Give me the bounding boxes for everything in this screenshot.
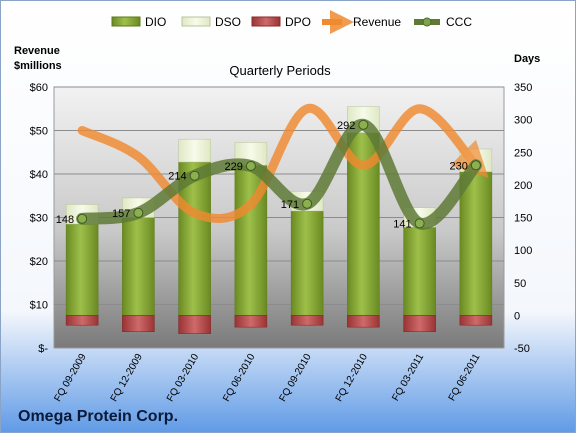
revenue-series xyxy=(77,104,489,224)
ccc-data-label: 141 xyxy=(393,218,411,230)
right-tick-label: 0 xyxy=(514,310,520,322)
left-tick-label: $30 xyxy=(30,213,48,225)
bar-dpo xyxy=(65,315,99,326)
legend-swatch-dso xyxy=(181,16,211,27)
legend-swatch-dio xyxy=(111,16,141,27)
ccc-point xyxy=(133,207,144,218)
bar-dpo xyxy=(403,315,436,332)
left-tick-label: $60 xyxy=(30,82,48,94)
right-tick-label: 100 xyxy=(514,245,532,257)
right-tick-label: 150 xyxy=(514,213,532,225)
left-tick-label: $20 xyxy=(30,256,48,268)
bar-dpo xyxy=(234,315,268,328)
bar-dpo xyxy=(347,315,380,328)
legend-item-ccc: CCC xyxy=(414,15,472,29)
legend-label-dio: DIO xyxy=(145,15,166,29)
legend-label-ccc: CCC xyxy=(446,15,472,29)
left-tick-label: $40 xyxy=(30,169,48,181)
left-tick-label: $50 xyxy=(30,126,48,138)
ccc-data-label: 230 xyxy=(450,160,468,172)
ccc-point xyxy=(77,213,88,224)
left-tick-label: $- xyxy=(38,343,48,355)
bar-dpo xyxy=(178,315,211,334)
right-axis-ticks: -50 0 50 100 150 200 250 300 350 xyxy=(514,82,532,355)
bar-dpo xyxy=(459,315,493,326)
legend-label-revenue: Revenue xyxy=(353,15,401,29)
ccc-series: 148 157 214 229 171 292 141 230 xyxy=(56,118,482,230)
left-tick-label: $10 xyxy=(30,300,48,312)
bar-dpo xyxy=(122,315,155,332)
ccc-data-label: 292 xyxy=(337,120,355,132)
chart-title: Quarterly Periods xyxy=(229,63,331,78)
right-tick-label: 350 xyxy=(514,82,532,94)
bar-dio xyxy=(403,227,436,316)
right-tick-label: 300 xyxy=(514,115,532,127)
ccc-data-label: 214 xyxy=(168,171,186,183)
right-axis-title: Days xyxy=(514,53,540,65)
ccc-point xyxy=(189,170,200,181)
ccc-data-label: 229 xyxy=(225,161,243,173)
bar-dio xyxy=(290,210,324,316)
revenue-line xyxy=(77,104,489,224)
legend-item-dio: DIO xyxy=(111,15,166,29)
right-tick-label: 200 xyxy=(514,180,532,192)
ccc-point xyxy=(302,198,313,209)
ccc-data-label: 157 xyxy=(112,208,130,220)
right-tick-label: 250 xyxy=(514,147,532,159)
legend-label-dpo: DPO xyxy=(285,15,311,29)
left-axis-ticks: $- $10 $20 $30 $40 $50 $60 xyxy=(30,82,49,355)
legend-swatch-dpo xyxy=(251,16,281,27)
legend-marker-ccc xyxy=(422,17,432,27)
bar-dio xyxy=(65,223,99,316)
right-tick-label: -50 xyxy=(514,343,530,355)
ccc-point xyxy=(414,218,425,229)
legend-item-dso: DSO xyxy=(181,15,241,29)
left-axis-title-line1: Revenue xyxy=(14,45,60,57)
legend: DIO DSO DPO Revenue CCC xyxy=(111,10,472,34)
bar-dio xyxy=(122,217,155,316)
legend-label-dso: DSO xyxy=(215,15,241,29)
bar-dso xyxy=(178,138,211,163)
ccc-data-label: 148 xyxy=(56,214,74,226)
left-axis-title-line2: $millions xyxy=(14,60,62,72)
ccc-data-label: 171 xyxy=(281,199,299,211)
ccc-point xyxy=(358,119,369,130)
legend-item-revenue: Revenue xyxy=(322,10,401,34)
legend-item-dpo: DPO xyxy=(251,15,311,29)
ccc-point xyxy=(470,160,481,171)
ccc-point xyxy=(245,160,256,171)
bar-dpo xyxy=(290,315,324,326)
bar-dio xyxy=(459,171,493,316)
right-tick-label: 50 xyxy=(514,278,526,290)
company-name: Omega Protein Corp. xyxy=(18,408,178,425)
